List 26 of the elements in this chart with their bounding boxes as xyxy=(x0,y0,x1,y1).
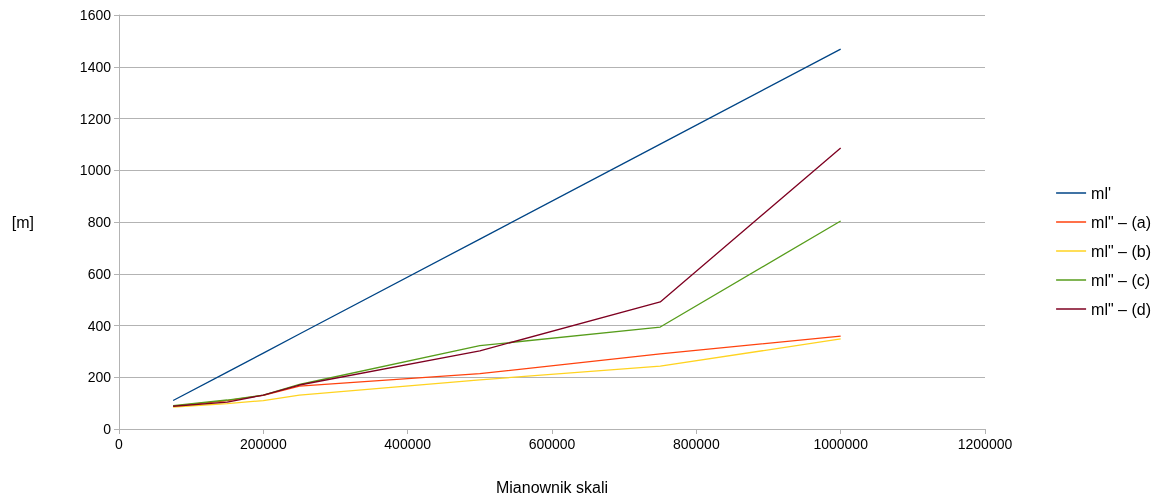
x-tick-label: 1200000 xyxy=(957,436,1013,452)
x-tick-label: 600000 xyxy=(528,436,576,452)
y-tick-label: 800 xyxy=(87,214,112,230)
y-tick-label: 0 xyxy=(103,421,112,437)
x-axis-title: Mianownik skali xyxy=(495,478,609,496)
legend-label: ml" – (d) xyxy=(1091,300,1151,318)
x-tick-label: 200000 xyxy=(239,436,287,452)
y-tick-label: 1000 xyxy=(79,162,112,179)
legend-label: ml" – (c) xyxy=(1091,271,1151,289)
line-series xyxy=(172,147,842,407)
y-tick-label: 400 xyxy=(87,317,112,334)
line-series xyxy=(172,48,842,402)
x-tick-label: 0 xyxy=(115,436,124,452)
line-series xyxy=(172,220,842,407)
y-tick-label: 200 xyxy=(87,369,112,386)
legend-label: ml" – (b) xyxy=(1091,242,1151,260)
legend-label: ml' xyxy=(1091,184,1112,202)
x-tick-label: 1000000 xyxy=(813,436,869,452)
x-tick-label: 800000 xyxy=(672,436,720,452)
y-axis-title: [m] xyxy=(11,213,34,231)
y-tick-label: 1200 xyxy=(79,110,112,127)
y-tick-label: 1400 xyxy=(79,58,112,75)
y-tick-label: 1600 xyxy=(79,7,112,23)
x-tick-label: 400000 xyxy=(384,436,432,452)
legend-label: ml" – (a) xyxy=(1091,213,1151,231)
y-tick-label: 600 xyxy=(87,265,112,282)
